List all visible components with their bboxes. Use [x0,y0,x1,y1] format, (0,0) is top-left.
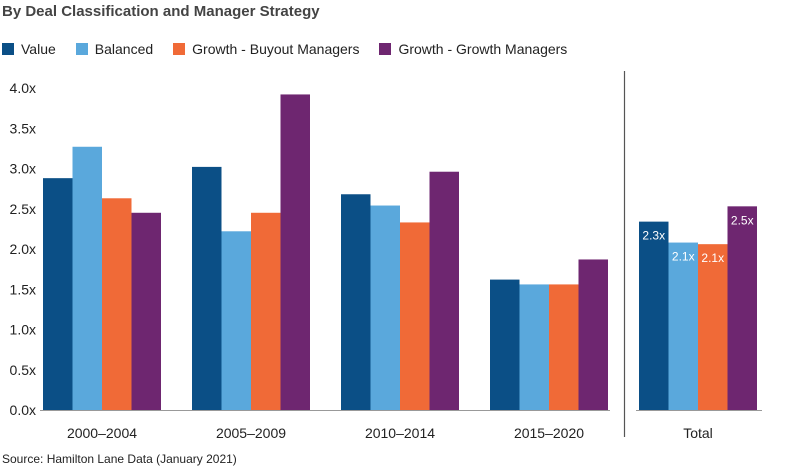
bar-value-2010-2014 [341,194,371,410]
bar-growth-growth-managers-total [727,206,757,410]
legend-item-growth-growth: Growth - Growth Managers [379,41,567,57]
y-tick-label: 2.5x [10,201,36,217]
legend-swatch-balanced [75,43,88,55]
bar-growth-growth-managers-2000-2004 [131,212,161,410]
legend-item-balanced: Balanced [75,41,154,57]
bar-balanced-2000-2004 [72,146,102,410]
legend-label-value: Value [21,41,56,57]
bar-value-2005-2009 [192,166,222,410]
bar-growth-growth-managers-2010-2014 [429,171,459,410]
bar-growth-buyout-managers-total [698,244,728,410]
data-label: 2.5x [731,213,754,227]
x-category-label: Total [683,425,713,441]
bar-value-total [639,221,669,410]
source-note: Source: Hamilton Lane Data (January 2021… [2,452,237,466]
chart-title: By Deal Classification and Manager Strat… [2,3,320,20]
y-tick-label: 2.0x [10,241,36,257]
y-tick-label: 3.5x [10,120,36,136]
bar-value-2000-2004 [43,178,73,410]
bar-balanced-2015-2020 [519,284,549,410]
bar-growth-buyout-managers-2010-2014 [400,222,430,410]
bar-growth-buyout-managers-2000-2004 [102,198,132,410]
bar-balanced-2010-2014 [370,205,400,410]
x-category-label: 2015–2020 [514,425,584,441]
y-tick-label: 1.5x [10,281,36,297]
legend-label-balanced: Balanced [94,41,154,57]
chart-legend: Value Balanced Growth - Buyout Managers … [2,40,587,58]
bar-growth-buyout-managers-2005-2009 [251,212,281,410]
legend-label-growth-buyout: Growth - Buyout Managers [192,41,360,57]
y-tick-label: 0.0x [10,402,36,418]
x-category-label: 2000–2004 [67,425,137,441]
legend-label-growth-growth: Growth - Growth Managers [398,41,568,57]
legend-swatch-growth-growth [379,43,392,55]
legend-swatch-value [2,43,14,55]
data-label: 2.1x [701,251,724,265]
data-label: 2.1x [672,250,695,264]
y-tick-label: 0.5x [10,362,36,378]
bar-growth-growth-managers-2015-2020 [578,259,608,410]
y-tick-label: 1.0x [10,322,36,338]
y-tick-label: 3.0x [10,161,36,177]
legend-swatch-growth-buyout [173,43,186,55]
bar-balanced-total [668,242,698,410]
legend-item-growth-buyout: Growth - Buyout Managers [173,41,359,57]
y-tick-label: 4.0x [10,80,36,96]
bar-value-2015-2020 [490,279,520,410]
data-label: 2.3x [642,229,665,243]
bar-growth-growth-managers-2005-2009 [280,94,310,410]
x-category-label: 2010–2014 [365,425,435,441]
bar-balanced-2005-2009 [221,231,251,410]
legend-item-value: Value [2,41,56,57]
x-category-label: 2005–2009 [216,425,286,441]
bar-growth-buyout-managers-2015-2020 [549,284,579,410]
